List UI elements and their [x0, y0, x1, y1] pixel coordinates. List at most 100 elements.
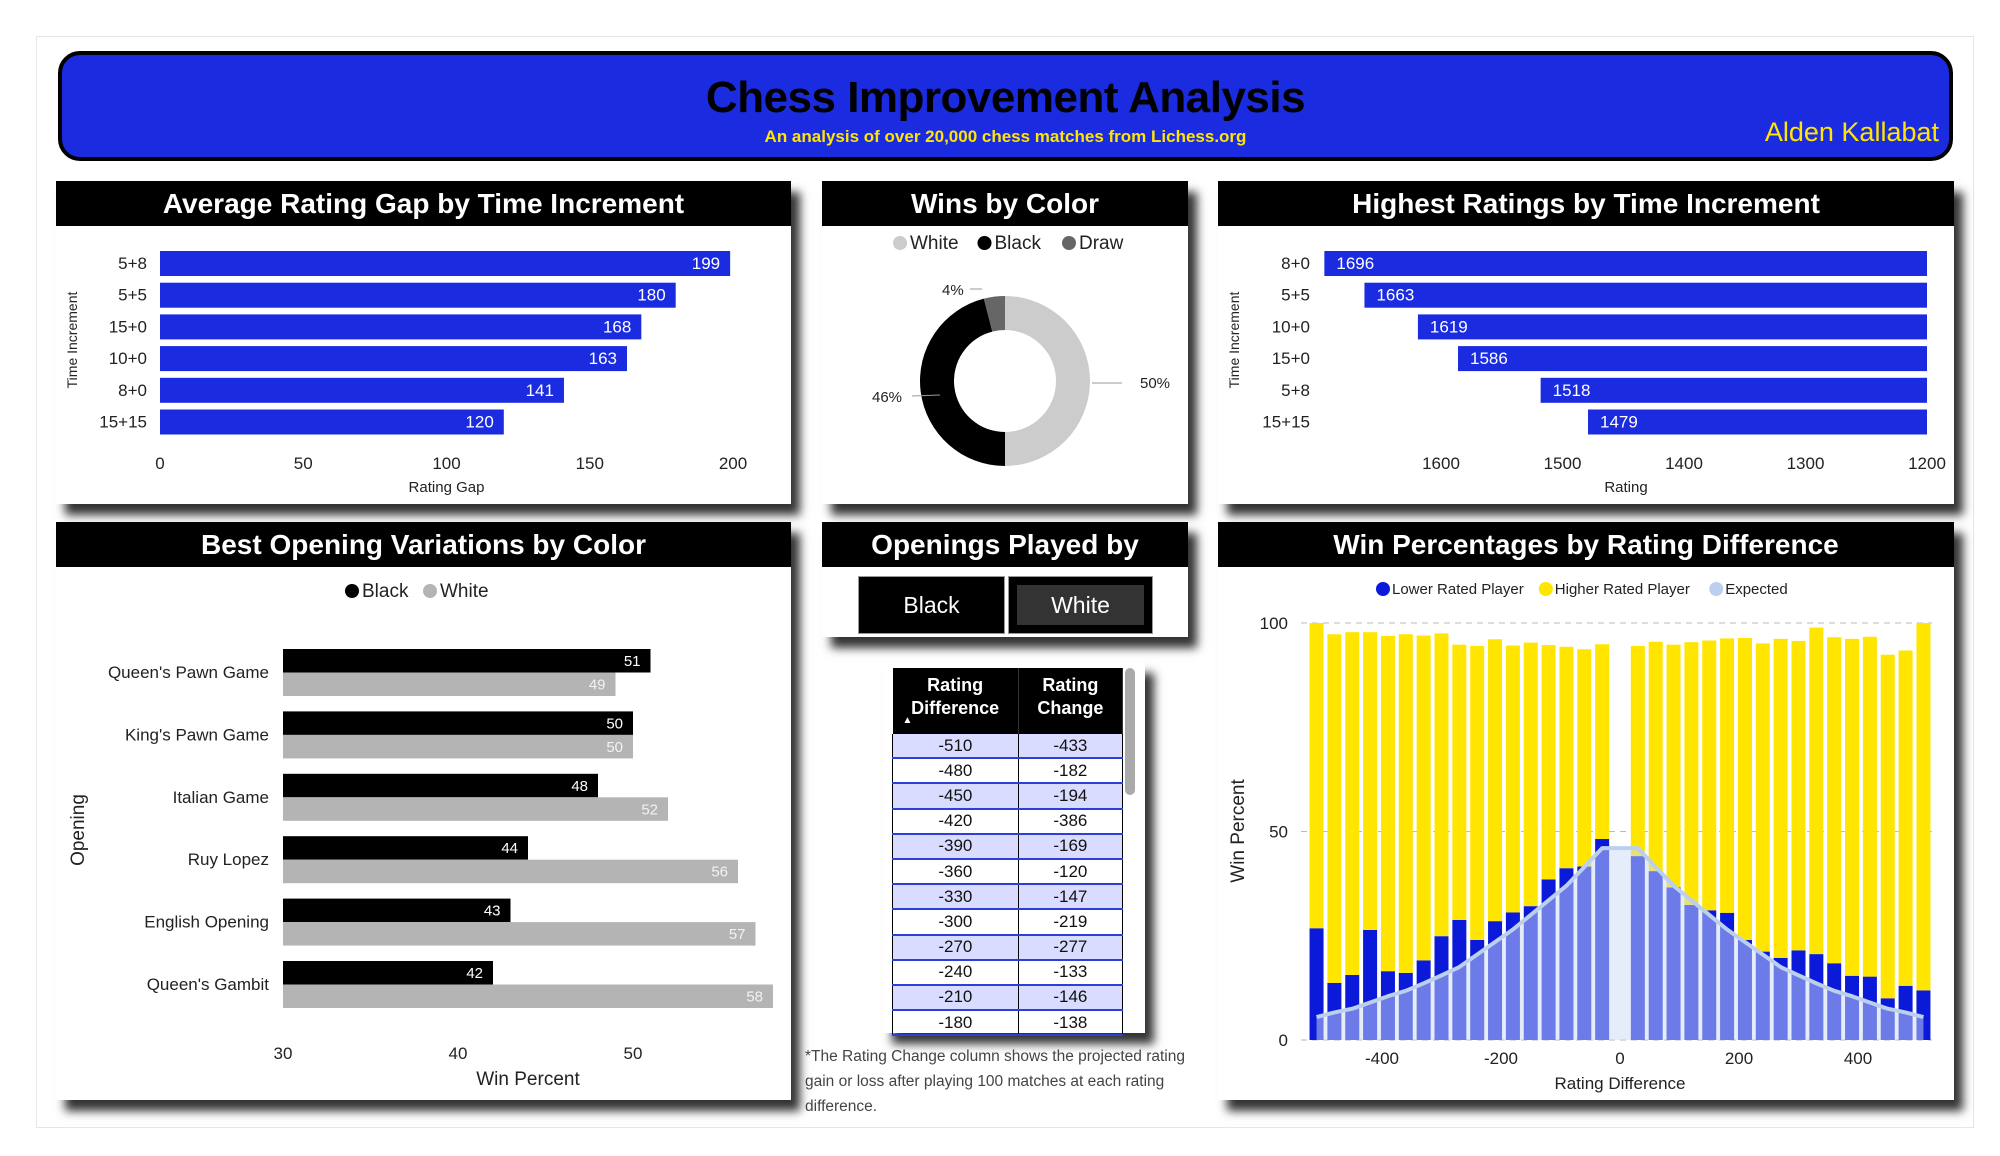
- data-label: 120: [465, 413, 493, 432]
- table-cell: -138: [1017, 1010, 1124, 1037]
- category-label: 5+8: [118, 254, 147, 273]
- page-subtitle: An analysis of over 20,000 chess matches…: [764, 127, 1247, 146]
- bar-higher-rated: [1595, 644, 1610, 840]
- bar-higher-rated: [1827, 637, 1842, 964]
- tick-label: 0: [1279, 1031, 1288, 1050]
- legend-marker-icon: [345, 584, 359, 598]
- table-cell: -147: [1017, 884, 1124, 911]
- data-label: 1586: [1470, 349, 1508, 368]
- legend-marker-icon: [1709, 582, 1724, 596]
- black-filter-button[interactable]: Black: [858, 576, 1005, 634]
- tick-label: 1300: [1787, 454, 1825, 473]
- bar-higher-rated: [1916, 623, 1931, 991]
- category-label: 8+0: [118, 381, 147, 400]
- slice-draw: [983, 296, 1005, 332]
- bar-higher-rated: [1505, 645, 1520, 913]
- bar-black: [283, 711, 633, 735]
- tick-label: 150: [576, 454, 604, 473]
- wins-by-color-chart: White Black Draw 50% 46% 4%: [872, 233, 1170, 467]
- avg-rating-gap-panel: Average Rating Gap by Time Increment 199…: [56, 181, 791, 504]
- best-openings-chart: 51 49 Queen's Pawn Game 50 50 King's Pawn Gam…: [68, 581, 773, 1090]
- bar-higher-rated: [1845, 638, 1860, 976]
- tick-label: 200: [1725, 1049, 1753, 1068]
- category-label: Queen's Pawn Game: [108, 663, 269, 682]
- slicer-title: Openings Played by: [822, 522, 1188, 567]
- tick-label: 1400: [1665, 454, 1703, 473]
- table-cell: -330: [892, 884, 1019, 911]
- white-filter-button[interactable]: White: [1008, 576, 1153, 634]
- data-label: 199: [692, 254, 720, 273]
- bar-higher-rated: [1416, 635, 1431, 961]
- bar-higher-rated: [1630, 645, 1645, 857]
- bar-white: [283, 984, 773, 1008]
- table-row: -510 -433: [892, 734, 1124, 760]
- data-label: 4%: [942, 282, 964, 299]
- table-row: -210 -146: [892, 984, 1124, 1012]
- bar-higher-rated: [1380, 635, 1395, 972]
- bar: [1540, 377, 1927, 403]
- table-cell: -510: [892, 734, 1019, 760]
- tick-label: 1200: [1908, 454, 1946, 473]
- data-label: 1518: [1553, 381, 1591, 400]
- category-label: 5+5: [118, 286, 147, 305]
- table-cell: -182: [1017, 758, 1124, 785]
- expected-area: [1316, 848, 1924, 1040]
- data-label: 1696: [1336, 254, 1374, 273]
- table-row: -330 -147: [892, 884, 1124, 911]
- chart-title: Best Opening Variations by Color: [56, 522, 791, 567]
- legend-marker-icon: [423, 584, 437, 598]
- table-cell: -300: [892, 909, 1019, 936]
- button-label: White: [1017, 585, 1144, 625]
- table-cell: -146: [1017, 984, 1124, 1012]
- axis-title: Time Increment: [1226, 292, 1242, 389]
- category-label: 15+15: [1262, 413, 1310, 432]
- table-scrollbar[interactable]: [1125, 668, 1135, 795]
- bar-higher-rated: [1809, 627, 1824, 955]
- tick-label: 200: [719, 454, 747, 473]
- tick-label: -200: [1484, 1049, 1518, 1068]
- table-row: -420 -386: [892, 808, 1124, 835]
- tick-label: 1500: [1544, 454, 1582, 473]
- legend-label: Black: [362, 581, 409, 602]
- tick-label: -400: [1365, 1049, 1399, 1068]
- data-label: 50%: [1140, 375, 1170, 392]
- table-cell: -240: [892, 959, 1019, 986]
- dashboard-header: Chess Improvement Analysis An analysis o…: [58, 51, 1953, 161]
- bar: [1588, 409, 1927, 435]
- table-row: -390 -169: [892, 833, 1124, 860]
- bar: [1324, 251, 1927, 276]
- category-label: King's Pawn Game: [125, 725, 269, 744]
- table-cell: -270: [892, 934, 1019, 961]
- tick-label: 0: [155, 454, 164, 473]
- table-cell: -433: [1017, 734, 1124, 760]
- bar-white: [283, 734, 633, 759]
- bar-black: [283, 773, 598, 798]
- chart-title: Wins by Color: [822, 181, 1188, 226]
- bar-higher-rated: [1523, 642, 1538, 907]
- slice-white: [1005, 296, 1090, 466]
- data-label: 1663: [1376, 286, 1414, 305]
- data-label: 180: [637, 286, 665, 305]
- bar-white: [283, 922, 756, 946]
- tick-label: 400: [1844, 1049, 1872, 1068]
- category-label: 8+0: [1281, 254, 1310, 273]
- column-header-rating-difference[interactable]: Rating Difference ▲: [892, 668, 1019, 734]
- table-cell: -386: [1017, 808, 1124, 835]
- tick-label: 0: [1615, 1049, 1624, 1068]
- legend-label: Expected: [1725, 581, 1788, 598]
- table-cell: -480: [892, 758, 1019, 785]
- category-label: 15+15: [99, 413, 147, 432]
- data-label: 44: [501, 840, 518, 857]
- bar-black: [283, 961, 493, 985]
- column-header-rating-change[interactable]: Rating Change: [1018, 668, 1124, 734]
- data-label: 52: [641, 801, 658, 818]
- tick-label: 30: [274, 1044, 293, 1063]
- category-label: Italian Game: [173, 788, 269, 807]
- axis-title: Rating Gap: [409, 479, 485, 496]
- category-label: 10+0: [1272, 317, 1310, 336]
- bar: [1364, 282, 1927, 308]
- bar-higher-rated: [1559, 646, 1574, 869]
- bar-higher-rated: [1363, 632, 1378, 930]
- legend-label: White: [440, 581, 489, 602]
- rating-change-table: Rating Difference ▲ Rating Change -510 -43…: [892, 668, 1124, 1037]
